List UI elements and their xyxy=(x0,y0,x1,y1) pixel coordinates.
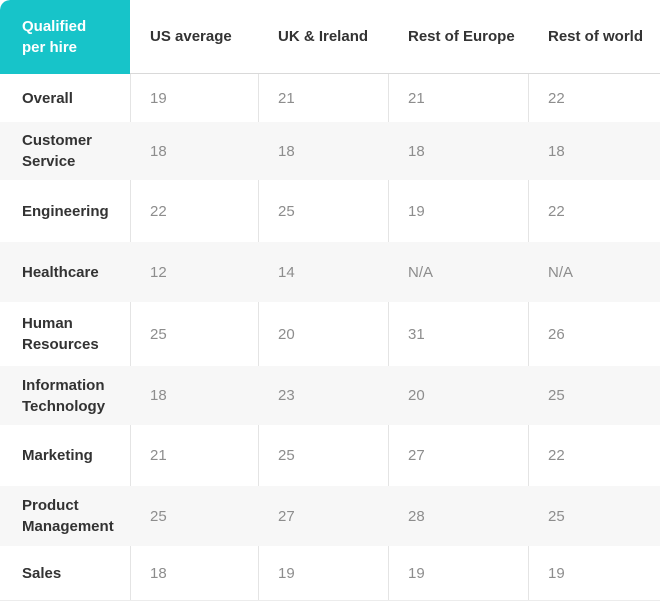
cell-value: 20 xyxy=(258,302,388,366)
cell-value: 22 xyxy=(528,425,660,486)
cell-value: 19 xyxy=(388,546,528,600)
table-body: Overall 19 21 21 22 Customer Service 18 … xyxy=(0,74,660,600)
cell-value: 18 xyxy=(548,142,565,160)
header-row: Qualified per hire US average UK & Irela… xyxy=(0,0,660,74)
row-label: Overall xyxy=(22,89,73,107)
cell-value: 19 xyxy=(130,74,258,122)
cell-value: 14 xyxy=(278,263,295,281)
table-row-product-management: Product Management 25 27 28 25 xyxy=(0,486,660,546)
cell-value: 18 xyxy=(130,546,258,600)
cell-value: 21 xyxy=(130,425,258,486)
cell-value: N/A xyxy=(548,263,574,281)
cell-value: 22 xyxy=(528,180,660,242)
cell-value: 21 xyxy=(258,74,388,122)
cell-value: 18 xyxy=(150,142,167,160)
table-row-human-resources: Human Resources 25 20 31 26 xyxy=(0,302,660,366)
row-label: Human Resources xyxy=(22,315,99,353)
table-row-sales: Sales 18 19 19 19 xyxy=(0,546,660,600)
cell-value: 23 xyxy=(278,387,295,404)
corner-title-cell: Qualified per hire xyxy=(0,0,130,74)
row-label: Healthcare xyxy=(22,263,99,281)
cell-value: 27 xyxy=(278,507,295,525)
cell-value: 25 xyxy=(548,507,565,525)
cell-value: 18 xyxy=(150,387,167,404)
column-header-uk-ireland: UK & Ireland xyxy=(258,0,388,74)
row-label: Marketing xyxy=(22,447,93,464)
table-row-information-technology: Information Technology 18 23 20 25 xyxy=(0,366,660,425)
cell-value: 25 xyxy=(258,180,388,242)
row-label: Product Management xyxy=(22,497,114,535)
table-row-customer-service: Customer Service 18 18 18 18 xyxy=(0,122,660,180)
table-row-overall: Overall 19 21 21 22 xyxy=(0,74,660,122)
cell-value: 22 xyxy=(528,74,660,122)
cell-value: 12 xyxy=(150,263,167,281)
cell-value: 19 xyxy=(528,546,660,600)
column-header-rest-of-europe: Rest of Europe xyxy=(388,0,528,74)
column-header-us-average: US average xyxy=(130,0,258,74)
cell-value: 27 xyxy=(388,425,528,486)
cell-value: 25 xyxy=(130,302,258,366)
cell-value: 18 xyxy=(278,142,295,160)
row-label: Sales xyxy=(22,564,62,582)
column-header-rest-of-world: Rest of world xyxy=(528,0,660,74)
cell-value: 21 xyxy=(388,74,528,122)
cell-value: 31 xyxy=(388,302,528,366)
cell-value: 25 xyxy=(150,507,167,525)
table-row-healthcare: Healthcare 12 14 N/A N/A xyxy=(0,242,660,302)
cell-value: N/A xyxy=(408,263,434,281)
cell-value: 25 xyxy=(548,387,565,404)
row-label: Customer Service xyxy=(22,132,93,170)
cell-value: 26 xyxy=(528,302,660,366)
table-header: Qualified per hire US average UK & Irela… xyxy=(0,0,660,74)
cell-value: 19 xyxy=(388,180,528,242)
table-row-engineering: Engineering 22 25 19 22 xyxy=(0,180,660,242)
cell-value: 28 xyxy=(408,507,425,525)
table-row-marketing: Marketing 21 25 27 22 xyxy=(0,425,660,486)
cell-value: 22 xyxy=(130,180,258,242)
cell-value: 19 xyxy=(258,546,388,600)
cell-value: 20 xyxy=(408,387,425,404)
cell-value: 25 xyxy=(258,425,388,486)
row-label: Information Technology xyxy=(22,376,106,415)
cell-value: 18 xyxy=(408,142,425,160)
row-label: Engineering xyxy=(22,202,109,220)
